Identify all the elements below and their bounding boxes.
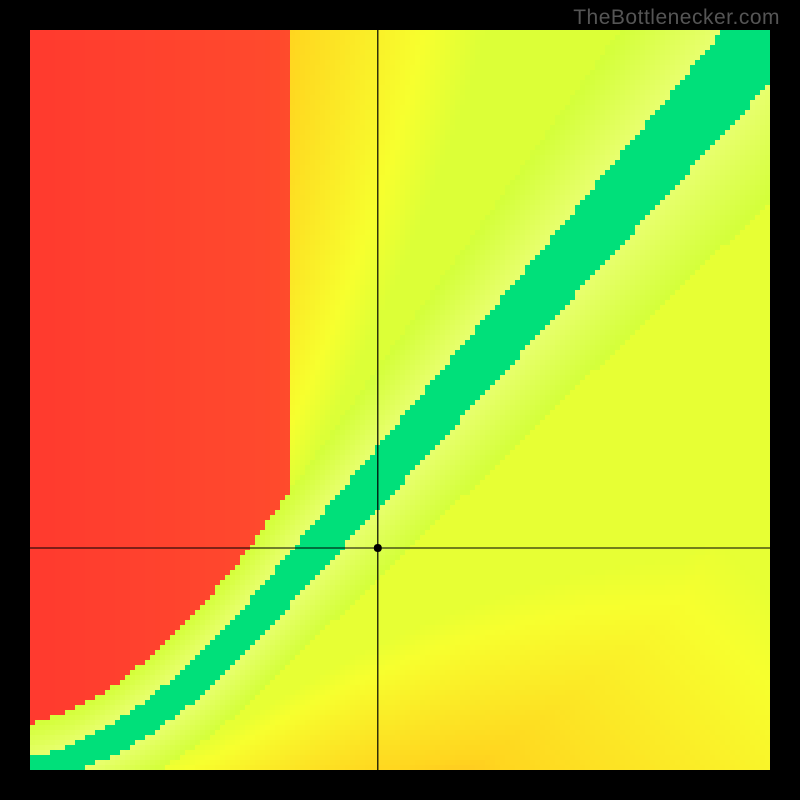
chart-container: TheBottlenecker.com: [0, 0, 800, 800]
bottleneck-heatmap: [0, 0, 800, 800]
watermark-text: TheBottlenecker.com: [573, 6, 780, 30]
